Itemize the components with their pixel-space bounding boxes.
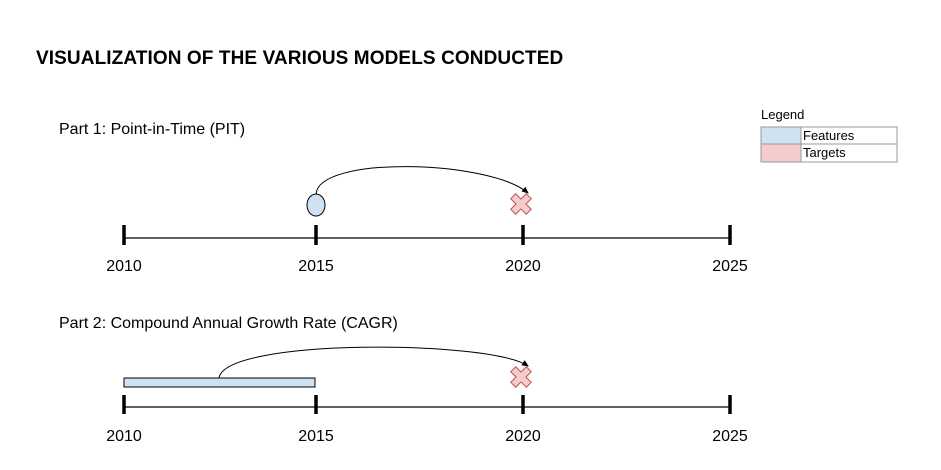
tick-label: 2015: [298, 428, 334, 445]
legend: Legend Features Targets: [760, 107, 898, 163]
tick-label: 2010: [106, 258, 142, 275]
timeline-2: 2010 2015 2020 2025: [106, 346, 748, 445]
features-point-marker: [306, 193, 326, 217]
tick-label: 2025: [712, 258, 748, 275]
arrow-features-to-target: [315, 166, 529, 196]
legend-label-features: Features: [803, 128, 855, 143]
target-x-marker: [510, 193, 532, 215]
features-range-bar: [123, 377, 316, 388]
legend-swatch-targets: [760, 143, 802, 163]
page-title: VISUALIZATION OF THE VARIOUS MODELS COND…: [36, 48, 564, 69]
tick-label: 2010: [106, 428, 142, 445]
arrow-features-to-target: [218, 346, 529, 379]
tick-label: 2020: [505, 428, 541, 445]
tick-label: 2025: [712, 428, 748, 445]
legend-swatch-features: [760, 126, 802, 145]
part2-label: Part 2: Compound Annual Growth Rate (CAG…: [59, 315, 398, 332]
legend-item-features: Features: [760, 126, 898, 145]
part1-label: Part 1: Point-in-Time (PIT): [59, 121, 246, 138]
legend-cell: [800, 143, 898, 163]
tick-label: 2020: [505, 258, 541, 275]
legend-title: Legend: [761, 107, 804, 122]
target-x-marker: [510, 366, 532, 388]
tick-label: 2015: [298, 258, 334, 275]
timeline-1: 2010 2015 2020 2025: [106, 166, 748, 275]
legend-item-targets: Targets: [760, 143, 898, 163]
legend-label-targets: Targets: [803, 145, 846, 160]
